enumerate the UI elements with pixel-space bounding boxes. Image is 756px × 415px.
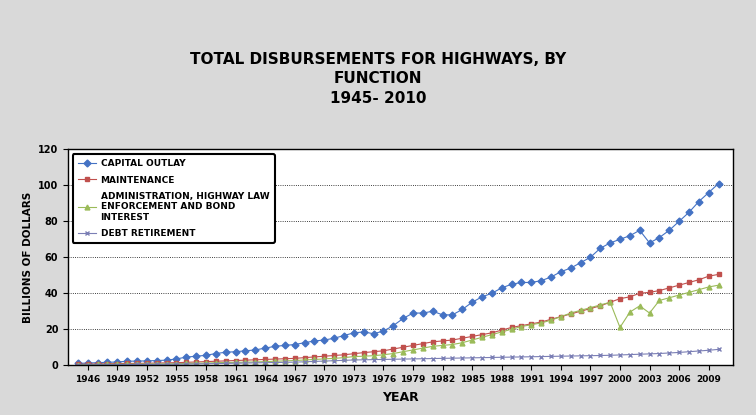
Text: TOTAL DISBURSEMENTS FOR HIGHWAYS, BY
FUNCTION
1945- 2010: TOTAL DISBURSEMENTS FOR HIGHWAYS, BY FUN… — [190, 51, 566, 106]
X-axis label: YEAR: YEAR — [383, 391, 419, 404]
DEBT RETIREMENT — [576, 353, 585, 358]
MAINTENANCE — [665, 286, 674, 290]
Legend: CAPITAL OUTLAY, MAINTENANCE, ADMINISTRATION, HIGHWAY LAW
ENFORCEMENT AND BOND
IN: CAPITAL OUTLAY, MAINTENANCE, ADMINISTRAT… — [73, 154, 274, 243]
CAPITAL OUTLAY — [73, 361, 82, 366]
CAPITAL OUTLAY — [576, 260, 585, 265]
DEBT RETIREMENT — [349, 357, 358, 362]
DEBT RETIREMENT — [271, 360, 280, 365]
MAINTENANCE — [172, 360, 181, 365]
ADMINISTRATION, HIGHWAY LAW
ENFORCEMENT AND BOND
INTEREST — [73, 362, 82, 367]
Line: ADMINISTRATION, HIGHWAY LAW
ENFORCEMENT AND BOND
INTEREST: ADMINISTRATION, HIGHWAY LAW ENFORCEMENT … — [76, 283, 721, 367]
CAPITAL OUTLAY — [714, 181, 723, 186]
ADMINISTRATION, HIGHWAY LAW
ENFORCEMENT AND BOND
INTEREST — [665, 295, 674, 300]
DEBT RETIREMENT — [231, 361, 240, 366]
ADMINISTRATION, HIGHWAY LAW
ENFORCEMENT AND BOND
INTEREST — [271, 359, 280, 364]
DEBT RETIREMENT — [172, 362, 181, 367]
DEBT RETIREMENT — [714, 347, 723, 352]
ADMINISTRATION, HIGHWAY LAW
ENFORCEMENT AND BOND
INTEREST — [576, 308, 585, 313]
CAPITAL OUTLAY — [172, 356, 181, 361]
MAINTENANCE — [714, 272, 723, 277]
ADMINISTRATION, HIGHWAY LAW
ENFORCEMENT AND BOND
INTEREST — [231, 360, 240, 365]
ADMINISTRATION, HIGHWAY LAW
ENFORCEMENT AND BOND
INTEREST — [349, 354, 358, 359]
CAPITAL OUTLAY — [349, 330, 358, 335]
Line: CAPITAL OUTLAY: CAPITAL OUTLAY — [76, 181, 721, 366]
CAPITAL OUTLAY — [231, 349, 240, 354]
Line: MAINTENANCE: MAINTENANCE — [76, 272, 721, 367]
MAINTENANCE — [349, 351, 358, 356]
MAINTENANCE — [576, 309, 585, 314]
ADMINISTRATION, HIGHWAY LAW
ENFORCEMENT AND BOND
INTEREST — [714, 283, 723, 288]
MAINTENANCE — [73, 362, 82, 367]
ADMINISTRATION, HIGHWAY LAW
ENFORCEMENT AND BOND
INTEREST — [172, 361, 181, 366]
CAPITAL OUTLAY — [271, 344, 280, 349]
Line: DEBT RETIREMENT: DEBT RETIREMENT — [76, 347, 721, 367]
DEBT RETIREMENT — [73, 363, 82, 368]
CAPITAL OUTLAY — [665, 228, 674, 233]
MAINTENANCE — [271, 356, 280, 361]
DEBT RETIREMENT — [665, 351, 674, 356]
Y-axis label: BILLIONS OF DOLLARS: BILLIONS OF DOLLARS — [23, 192, 33, 323]
MAINTENANCE — [231, 358, 240, 363]
